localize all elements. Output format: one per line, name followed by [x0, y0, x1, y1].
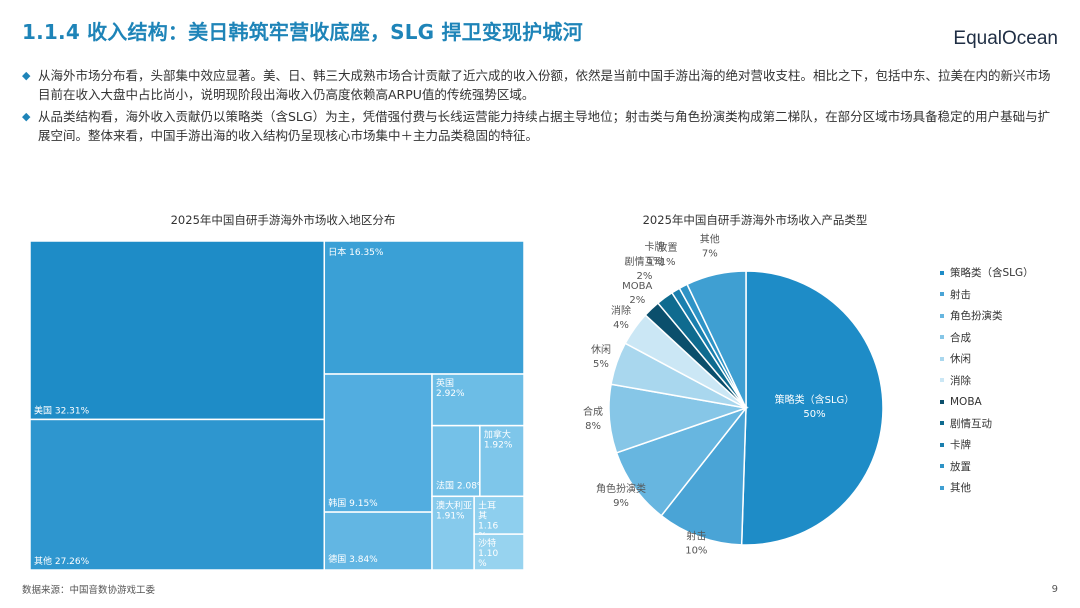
treemap-cell-沙特: 沙特 1.10% [473, 533, 525, 571]
legend-label: 休闲 [950, 353, 971, 366]
treemap-cell-德国: 德国 3.84% [323, 511, 433, 571]
pie-label-射击: 射击 10% [685, 530, 707, 556]
legend-item-其他: 其他 [940, 477, 1034, 499]
legend-item-策略类（含SLG）: 策略类（含SLG） [940, 262, 1034, 284]
bullet-category-text: 从品类结构看，海外收入贡献仍以策略类（含SLG）为主，凭借强付费与长线运营能力持… [38, 109, 1051, 143]
legend-item-休闲: 休闲 [940, 348, 1034, 370]
pie-title: 2025年中国自研手游海外市场收入产品类型 [642, 213, 868, 227]
page-number: 9 [1051, 584, 1058, 595]
treemap-cell-英国: 英国 2.92% [431, 373, 525, 427]
treemap-label-韩国: 韩国 9.15% [328, 497, 378, 509]
treemap-cell-其他: 其他 27.26% [29, 418, 326, 571]
treemap-cell-日本: 日本 16.35% [323, 240, 525, 375]
legend-label: 剧情互动 [950, 417, 992, 430]
bullet-market-text: 从海外市场分布看，头部集中效应显著。美、日、韩三大成熟市场合计贡献了近六成的收入… [38, 68, 1051, 102]
treemap-cell-美国: 美国 32.31% [29, 240, 326, 421]
legend-swatch [940, 378, 944, 383]
pie-label-卡牌: 卡牌 1% [645, 240, 665, 267]
equalocean-logo: EqualOcean [953, 28, 1058, 49]
page-title: 1.1.4 收入结构：美日韩筑牢营收底座，SLG 捍卫变现护城河 [22, 20, 583, 44]
diamond-bullet-icon: ◆ [22, 69, 31, 82]
legend-label: 角色扮演类 [950, 310, 1003, 323]
legend-swatch [940, 292, 944, 297]
legend-label: 放置 [950, 460, 971, 473]
pie-label-角色扮演类: 角色扮演类 9% [596, 482, 646, 509]
data-source: 数据来源：中国音数协游戏工委 [22, 585, 156, 596]
treemap-cell-韩国: 韩国 9.15% [323, 373, 433, 513]
legend-label: 射击 [950, 288, 971, 301]
treemap-title: 2025年中国自研手游海外市场收入地区分布 [170, 213, 396, 227]
legend-label: MOBA [950, 395, 982, 408]
treemap-cell-澳大利亚: 澳大利亚 1.91% [431, 495, 475, 571]
pie-label-策略类（含SLG）: 策略类（含SLG） 50% [775, 393, 855, 420]
legend-item-消除: 消除 [940, 370, 1034, 392]
treemap-label-其他: 其他 27.26% [34, 555, 90, 567]
pie-label-合成: 合成 8% [583, 405, 603, 432]
legend-label: 其他 [950, 482, 971, 495]
legend-item-合成: 合成 [940, 327, 1034, 349]
treemap-label-美国: 美国 32.31% [34, 404, 90, 416]
legend-item-角色扮演类: 角色扮演类 [940, 305, 1034, 327]
diamond-bullet-icon: ◆ [22, 110, 31, 123]
legend-label: 合成 [950, 331, 971, 344]
treemap-label-法国: 法国 2.08% [436, 479, 486, 491]
pie-slice-射击 [660, 405, 747, 546]
pie-label-放置: 放置 1% [658, 241, 678, 268]
treemap-label-德国: 德国 3.84% [328, 553, 378, 565]
summary-bullets: ◆ 从海外市场分布看，头部集中效应显著。美、日、韩三大成熟市场合计贡献了近六成的… [22, 66, 1058, 148]
legend-swatch [940, 399, 944, 404]
legend-label: 策略类（含SLG） [950, 267, 1034, 280]
legend-swatch [940, 313, 944, 318]
legend-label: 消除 [950, 374, 971, 387]
legend-item-MOBA: MOBA [940, 391, 1034, 413]
treemap-label-英国: 英国 2.92% [436, 377, 465, 399]
legend-swatch [940, 356, 944, 361]
bullet-category: ◆ 从品类结构看，海外收入贡献仍以策略类（含SLG）为主，凭借强付费与长线运营能… [22, 107, 1058, 145]
bullet-market: ◆ 从海外市场分布看，头部集中效应显著。美、日、韩三大成熟市场合计贡献了近六成的… [22, 66, 1058, 104]
treemap-label-加拿大: 加拿大 1.92% [484, 429, 513, 451]
treemap-label-沙特: 沙特 1.10% [478, 537, 498, 569]
treemap-label-澳大利亚: 澳大利亚 1.91% [436, 499, 472, 521]
pie-slice-其他 [686, 270, 747, 409]
legend-swatch [940, 442, 944, 447]
legend-item-剧情互动: 剧情互动 [940, 413, 1034, 435]
treemap-label-日本: 日本 16.35% [328, 246, 384, 258]
legend-item-放置: 放置 [940, 456, 1034, 478]
legend-item-射击: 射击 [940, 284, 1034, 306]
pie-label-休闲: 休闲 5% [591, 343, 611, 370]
legend-swatch [940, 421, 944, 426]
legend-swatch [940, 270, 944, 275]
pie-label-消除: 消除 4% [611, 304, 631, 331]
legend-label: 卡牌 [950, 439, 971, 452]
legend-swatch [940, 485, 944, 490]
legend-item-卡牌: 卡牌 [940, 434, 1034, 456]
pie-slice-角色扮演类 [615, 406, 749, 517]
treemap-cell-法国: 法国 2.08% [431, 424, 486, 498]
pie-slice-策略类（含SLG） [740, 270, 884, 546]
pie-label-剧情互动: 剧情互动 2% [624, 255, 664, 282]
pie-legend: 策略类（含SLG） 射击角色扮演类合成休闲消除 MOBA 剧情互动卡牌放置其他 [940, 262, 1034, 499]
legend-swatch [940, 464, 944, 469]
treemap-cell-加拿大: 加拿大 1.92% [479, 424, 525, 498]
pie-label-MOBA: MOBA 2% [622, 281, 652, 306]
legend-swatch [940, 335, 944, 340]
pie-label-其他: 其他 7% [700, 233, 720, 260]
